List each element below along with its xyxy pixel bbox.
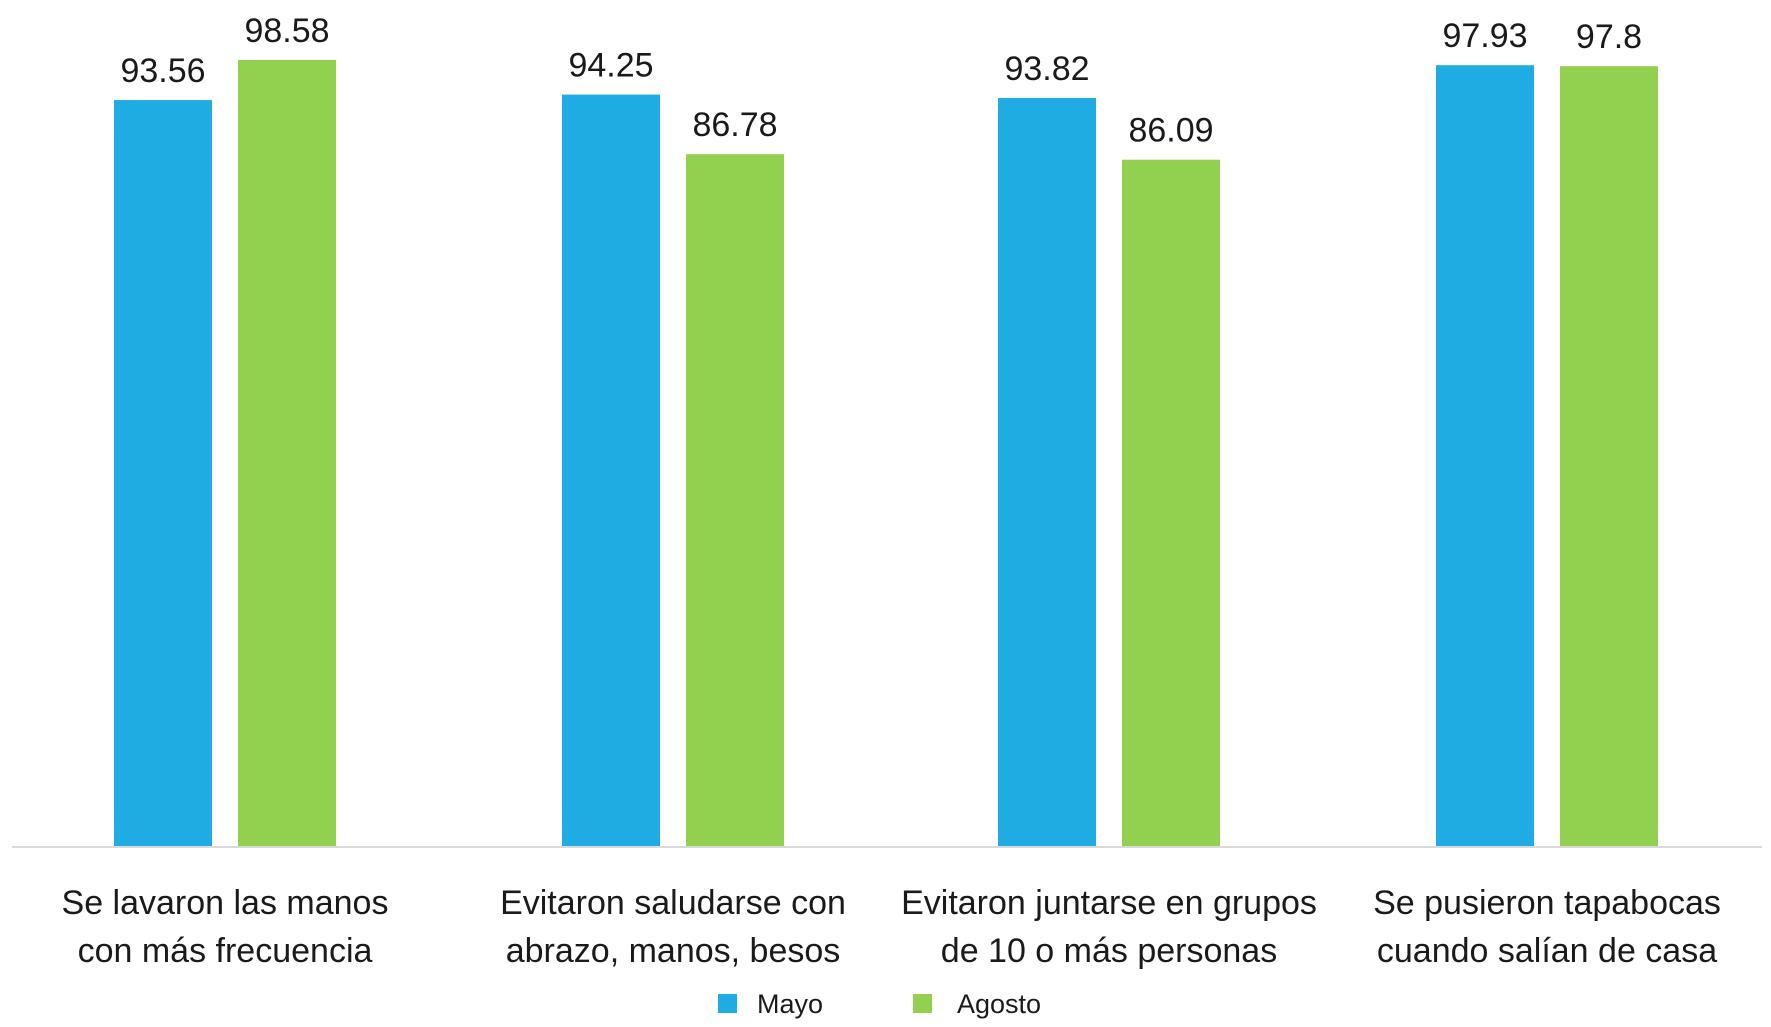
legend-swatch-agosto bbox=[913, 994, 932, 1013]
legend-label-agosto: Agosto bbox=[957, 989, 1041, 1019]
category-label-1-line-1: abrazo, manos, besos bbox=[506, 932, 841, 970]
bar-mayo-3 bbox=[1436, 65, 1534, 847]
category-label-0-line-0: Se lavaron las manos bbox=[62, 884, 389, 922]
bar-agosto-3 bbox=[1560, 66, 1658, 847]
data-label-agosto-3: 97.8 bbox=[1576, 18, 1642, 56]
category-labels-group: Se lavaron las manos con más frecuencia Ev… bbox=[62, 884, 1721, 970]
category-label-1-line-0: Evitaron saludarse con bbox=[500, 884, 846, 922]
category-label-2-line-0: Evitaron juntarse en grupos bbox=[901, 884, 1317, 922]
legend-swatch-mayo bbox=[718, 994, 737, 1013]
bar-mayo-1 bbox=[562, 94, 660, 847]
category-label-0-line-1: con más frecuencia bbox=[78, 932, 373, 970]
category-label-3-line-1: cuando salían de casa bbox=[1377, 932, 1717, 970]
bar-agosto-1 bbox=[686, 154, 784, 848]
category-label-2-line-1: de 10 o más personas bbox=[941, 932, 1277, 970]
bar-agosto-2 bbox=[1122, 159, 1220, 847]
data-label-mayo-1: 94.25 bbox=[568, 47, 653, 85]
bar-mayo-2 bbox=[998, 98, 1096, 848]
bar-agosto-0 bbox=[238, 60, 336, 847]
data-label-mayo-2: 93.82 bbox=[1004, 50, 1089, 88]
data-label-agosto-1: 86.78 bbox=[692, 106, 777, 144]
category-label-3-line-0: Se pusieron tapabocas bbox=[1373, 884, 1721, 922]
legend: Mayo Agosto bbox=[718, 989, 1041, 1019]
data-label-agosto-0: 98.58 bbox=[244, 12, 329, 50]
bars-group bbox=[114, 60, 1658, 848]
value-labels-group: 93.56 98.58 94.25 86.78 93.82 86.09 97.93 97.8 bbox=[120, 12, 1642, 150]
data-label-mayo-0: 93.56 bbox=[120, 52, 205, 90]
data-label-mayo-3: 97.93 bbox=[1442, 17, 1527, 55]
legend-label-mayo: Mayo bbox=[757, 989, 823, 1019]
data-label-agosto-2: 86.09 bbox=[1128, 112, 1213, 150]
bar-mayo-0 bbox=[114, 100, 212, 848]
